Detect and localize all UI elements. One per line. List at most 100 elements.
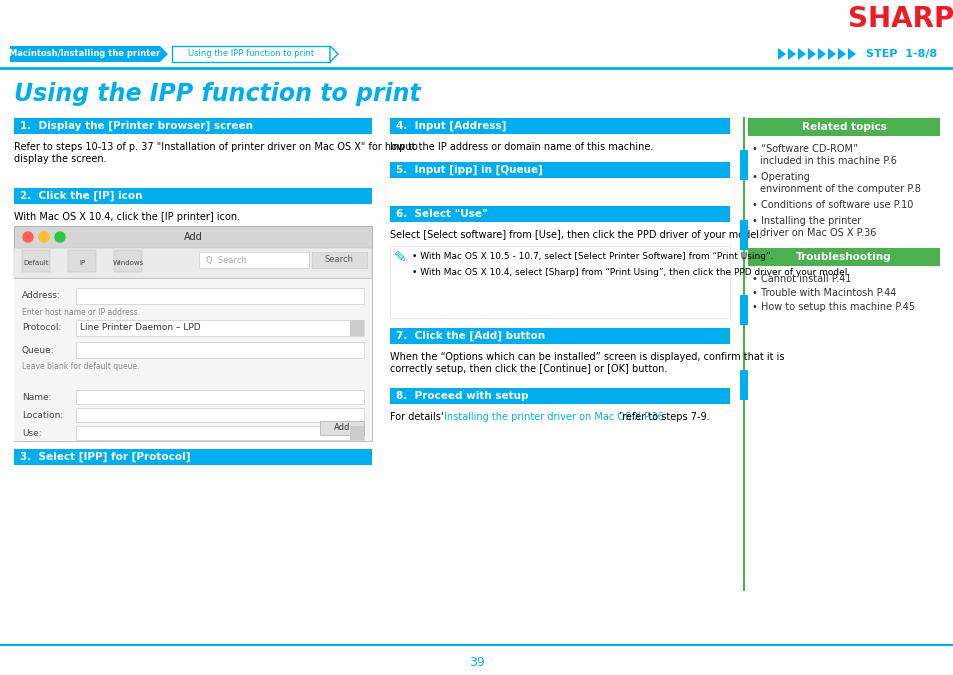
Text: ’refer to steps 7-9.: ’refer to steps 7-9. bbox=[618, 412, 709, 422]
Bar bbox=[747, 118, 939, 136]
Text: Using the IPP function to print: Using the IPP function to print bbox=[188, 49, 314, 59]
Text: Protocol:: Protocol: bbox=[22, 323, 61, 333]
Text: Installing the printer driver on Mac OS X P.36: Installing the printer driver on Mac OS … bbox=[443, 412, 663, 422]
Text: Queue:: Queue: bbox=[22, 346, 54, 354]
Text: Windows: Windows bbox=[112, 260, 144, 266]
Text: 7.  Click the [Add] button: 7. Click the [Add] button bbox=[395, 331, 544, 341]
Text: Select [Select software] from [Use], then click the PPD driver of your model.: Select [Select software] from [Use], the… bbox=[390, 230, 761, 240]
Bar bbox=[390, 328, 729, 344]
Bar bbox=[14, 278, 372, 441]
Polygon shape bbox=[797, 48, 805, 60]
Bar bbox=[113, 250, 142, 272]
Circle shape bbox=[39, 232, 49, 242]
Bar bbox=[14, 248, 372, 278]
Text: included in this machine P.6: included in this machine P.6 bbox=[760, 156, 896, 166]
Bar bbox=[390, 118, 729, 134]
Text: 39: 39 bbox=[469, 656, 484, 669]
Text: Line Printer Daemon – LPD: Line Printer Daemon – LPD bbox=[80, 323, 200, 333]
Bar bbox=[740, 370, 747, 400]
Bar bbox=[14, 226, 372, 248]
Bar bbox=[14, 449, 372, 465]
Bar bbox=[747, 248, 939, 266]
Text: 4.  Input [Address]: 4. Input [Address] bbox=[395, 121, 506, 131]
Bar bbox=[76, 320, 364, 336]
Bar bbox=[22, 250, 50, 272]
Text: 5.  Input [ipp] in [Queue]: 5. Input [ipp] in [Queue] bbox=[395, 165, 542, 175]
Bar bbox=[76, 342, 364, 358]
Text: Enter host name or IP address.: Enter host name or IP address. bbox=[22, 308, 140, 317]
Text: SHARP: SHARP bbox=[847, 5, 953, 33]
Bar bbox=[390, 206, 729, 222]
Text: 1.  Display the [Printer browser] screen: 1. Display the [Printer browser] screen bbox=[20, 121, 253, 131]
Text: ✎: ✎ bbox=[394, 250, 406, 265]
Text: Name:: Name: bbox=[22, 394, 51, 402]
Bar bbox=[76, 390, 364, 404]
Text: Default: Default bbox=[23, 260, 49, 266]
Text: Address:: Address: bbox=[22, 292, 61, 300]
Polygon shape bbox=[778, 48, 785, 60]
Text: Leave blank for default queue.: Leave blank for default queue. bbox=[22, 362, 139, 371]
Polygon shape bbox=[847, 48, 855, 60]
Text: Refer to steps 10-13 of p. 37 "Installation of printer driver on Mac OS X" for h: Refer to steps 10-13 of p. 37 "Installat… bbox=[14, 142, 417, 163]
Bar bbox=[14, 118, 372, 134]
Text: • Trouble with Macintosh P.44: • Trouble with Macintosh P.44 bbox=[751, 288, 896, 298]
Text: With Mac OS X 10.4, click the [IP printer] icon.: With Mac OS X 10.4, click the [IP printe… bbox=[14, 212, 240, 222]
Text: Use:: Use: bbox=[22, 429, 42, 439]
Text: • With Mac OS X 10.4, select [Sharp] from “Print Using”, then click the PPD driv: • With Mac OS X 10.4, select [Sharp] fro… bbox=[412, 268, 849, 277]
Polygon shape bbox=[807, 48, 815, 60]
Text: 2.  Click the [IP] icon: 2. Click the [IP] icon bbox=[20, 191, 142, 201]
Bar bbox=[76, 408, 364, 422]
Bar bbox=[740, 220, 747, 250]
Bar bbox=[68, 250, 96, 272]
Bar bbox=[350, 320, 364, 336]
Text: driver on Mac OS X P.36: driver on Mac OS X P.36 bbox=[760, 228, 876, 238]
Bar bbox=[350, 426, 364, 440]
Text: Using the IPP function to print: Using the IPP function to print bbox=[14, 82, 420, 106]
Text: Related topics: Related topics bbox=[801, 122, 885, 132]
Text: Q  Search: Q Search bbox=[206, 256, 247, 265]
Text: Add: Add bbox=[334, 423, 350, 433]
Text: Search: Search bbox=[324, 256, 354, 265]
Text: When the “Options which can be installed” screen is displayed, confirm that it i: When the “Options which can be installed… bbox=[390, 352, 783, 373]
Text: • How to setup this machine P.45: • How to setup this machine P.45 bbox=[751, 302, 914, 312]
Text: 3.  Select [IPP] for [Protocol]: 3. Select [IPP] for [Protocol] bbox=[20, 452, 191, 462]
Text: 8.  Proceed with setup: 8. Proceed with setup bbox=[395, 391, 528, 401]
Text: Troubleshooting: Troubleshooting bbox=[796, 252, 891, 262]
Polygon shape bbox=[817, 48, 825, 60]
Bar bbox=[390, 246, 729, 318]
Bar bbox=[199, 252, 309, 268]
Text: • Operating: • Operating bbox=[751, 172, 809, 182]
Bar bbox=[312, 252, 367, 268]
Bar bbox=[394, 250, 408, 264]
Text: • Cannot install P.41: • Cannot install P.41 bbox=[751, 274, 851, 284]
Bar bbox=[390, 162, 729, 178]
Text: • Installing the printer: • Installing the printer bbox=[751, 216, 861, 226]
Polygon shape bbox=[827, 48, 835, 60]
Bar bbox=[0, 44, 953, 66]
Text: Location:: Location: bbox=[22, 412, 63, 421]
Text: Add: Add bbox=[183, 232, 202, 242]
Bar bbox=[319, 421, 364, 435]
Bar bbox=[740, 150, 747, 180]
Text: environment of the computer P.8: environment of the computer P.8 bbox=[760, 184, 920, 194]
Polygon shape bbox=[787, 48, 795, 60]
Polygon shape bbox=[837, 48, 845, 60]
Text: • With Mac OS X 10.5 - 10.7, select [Select Printer Software] from “Print Using”: • With Mac OS X 10.5 - 10.7, select [Sel… bbox=[412, 252, 773, 261]
Circle shape bbox=[23, 232, 33, 242]
Bar bbox=[172, 46, 330, 62]
Text: For details‘: For details‘ bbox=[390, 412, 443, 422]
Bar bbox=[10, 46, 160, 62]
Text: 6.  Select "Use": 6. Select "Use" bbox=[395, 209, 487, 219]
Bar bbox=[390, 388, 729, 404]
Text: Input the IP address or domain name of this machine.: Input the IP address or domain name of t… bbox=[390, 142, 653, 152]
Text: Macintosh/Installing the printer: Macintosh/Installing the printer bbox=[10, 49, 160, 59]
Circle shape bbox=[55, 232, 65, 242]
Text: IP: IP bbox=[79, 260, 85, 266]
Bar bbox=[14, 226, 372, 441]
Bar bbox=[76, 288, 364, 304]
Bar bbox=[740, 295, 747, 325]
Text: • “Software CD-ROM”: • “Software CD-ROM” bbox=[751, 144, 858, 154]
Polygon shape bbox=[330, 46, 337, 62]
Polygon shape bbox=[160, 46, 168, 62]
Text: STEP  1-8/8: STEP 1-8/8 bbox=[865, 49, 936, 59]
